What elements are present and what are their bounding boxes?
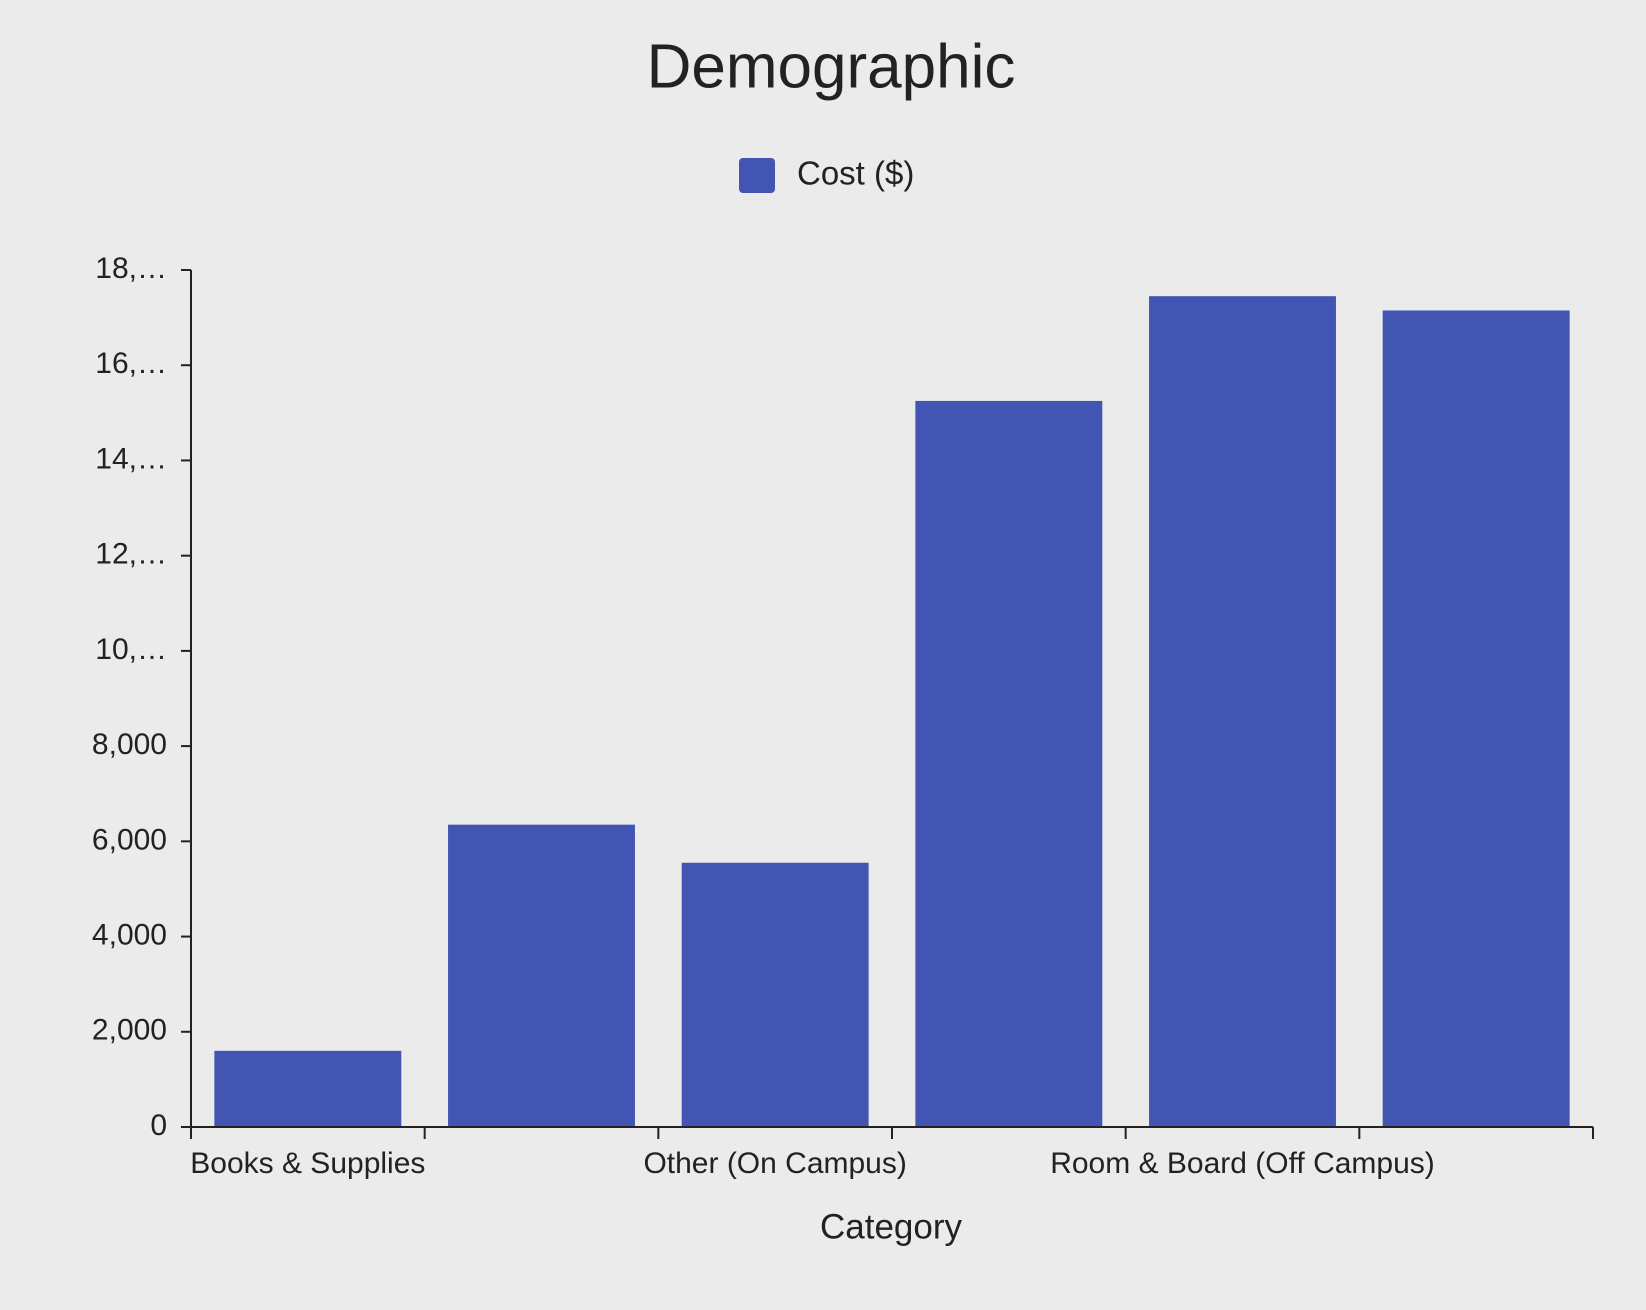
x-tick-label: Books & Supplies bbox=[190, 1147, 425, 1180]
y-tick-label: 0 bbox=[150, 1109, 167, 1142]
bar bbox=[681, 862, 869, 1127]
x-tick-label: Room & Board (Off Campus) bbox=[1050, 1147, 1435, 1180]
y-tick-label: 8,000 bbox=[92, 728, 167, 761]
y-tick-label: 10,… bbox=[95, 633, 167, 666]
x-tick-label: Other (On Campus) bbox=[643, 1147, 906, 1180]
y-tick-label: 18,… bbox=[95, 252, 167, 285]
x-axis-label: Category bbox=[820, 1207, 963, 1246]
bar bbox=[214, 1050, 402, 1127]
bar bbox=[1149, 296, 1336, 1127]
y-tick-label: 4,000 bbox=[92, 918, 167, 951]
bar bbox=[1382, 310, 1570, 1127]
y-tick-label: 16,… bbox=[95, 347, 167, 380]
y-tick-label: 2,000 bbox=[92, 1014, 167, 1047]
legend-swatch bbox=[739, 158, 775, 193]
chart-title: Demographic bbox=[647, 32, 1016, 101]
bar bbox=[915, 400, 1103, 1127]
y-tick-label: 14,… bbox=[95, 442, 167, 475]
y-tick-label: 6,000 bbox=[92, 823, 167, 856]
bar bbox=[448, 824, 635, 1127]
legend-label: Cost ($) bbox=[797, 155, 914, 192]
y-tick-label: 12,… bbox=[95, 538, 167, 571]
